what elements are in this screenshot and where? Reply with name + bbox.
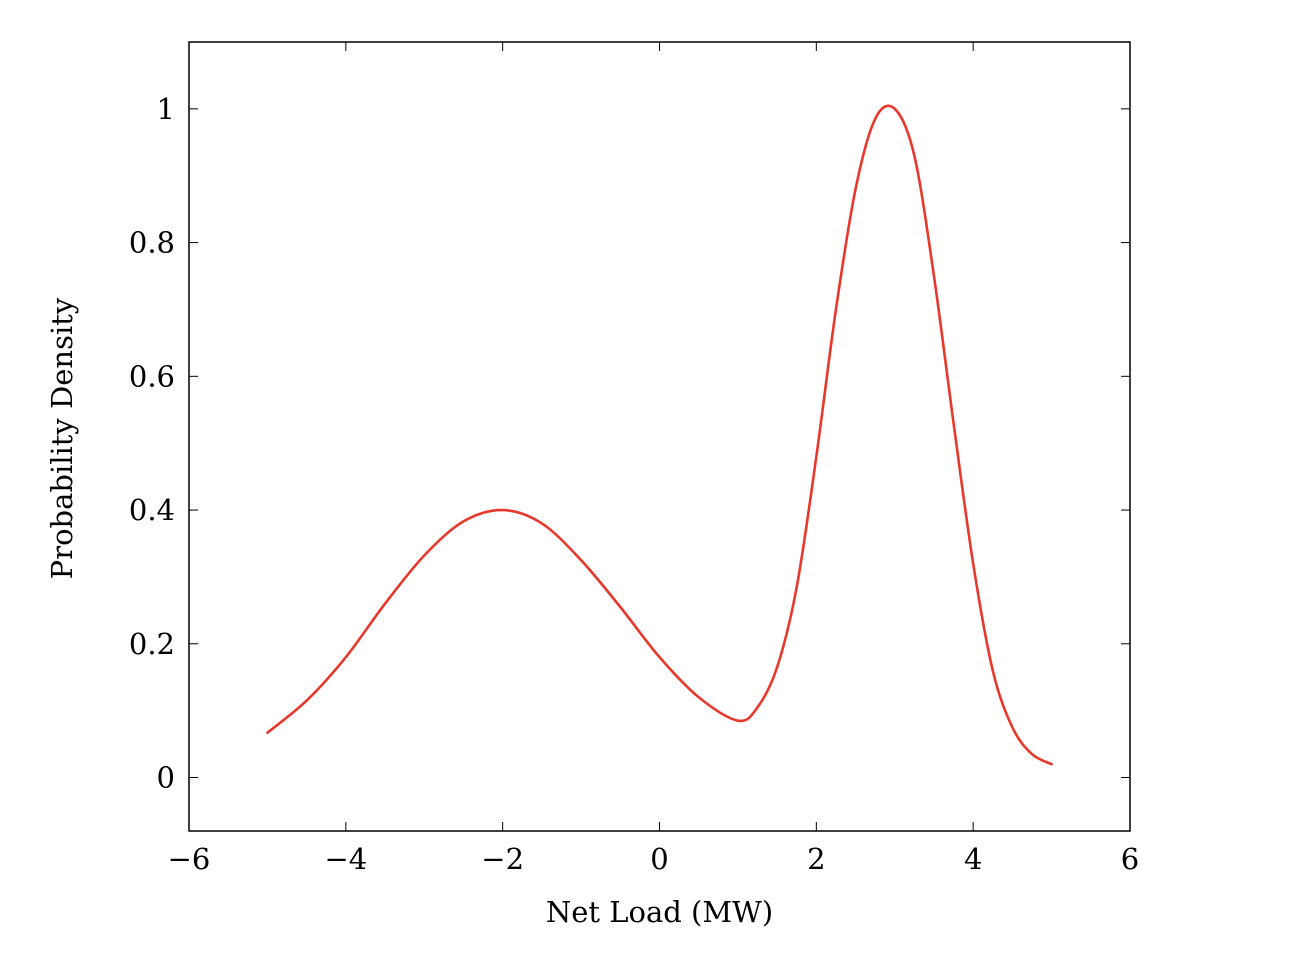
y-tick-label: 0.4 <box>129 493 175 527</box>
y-tick-label: 0.8 <box>129 226 175 260</box>
x-tick-label: 6 <box>1121 842 1139 876</box>
x-tick-label: 0 <box>650 842 668 876</box>
y-tick-label: 1 <box>157 92 175 126</box>
y-tick-label: 0.2 <box>129 627 175 661</box>
x-tick-label: −4 <box>324 842 367 876</box>
y-tick-label: 0.6 <box>129 359 175 393</box>
series-line <box>266 104 1053 766</box>
ticks <box>188 42 1131 831</box>
series-layer <box>266 104 1053 766</box>
x-tick-label: −6 <box>168 842 211 876</box>
x-tick-label: −2 <box>481 842 524 876</box>
y-axis-label: Probability Density <box>45 297 79 579</box>
x-tick-label: 4 <box>964 842 982 876</box>
plot-frame <box>188 41 1131 832</box>
y-tick-labels: 0 0.2 0.4 0.6 0.8 1 <box>129 92 175 795</box>
x-tick-labels: −6 −4 −2 0 2 4 6 <box>168 842 1140 876</box>
x-tick-label: 2 <box>807 842 825 876</box>
y-tick-label: 0 <box>157 761 175 795</box>
x-axis-label: Net Load (MW) <box>546 895 773 929</box>
